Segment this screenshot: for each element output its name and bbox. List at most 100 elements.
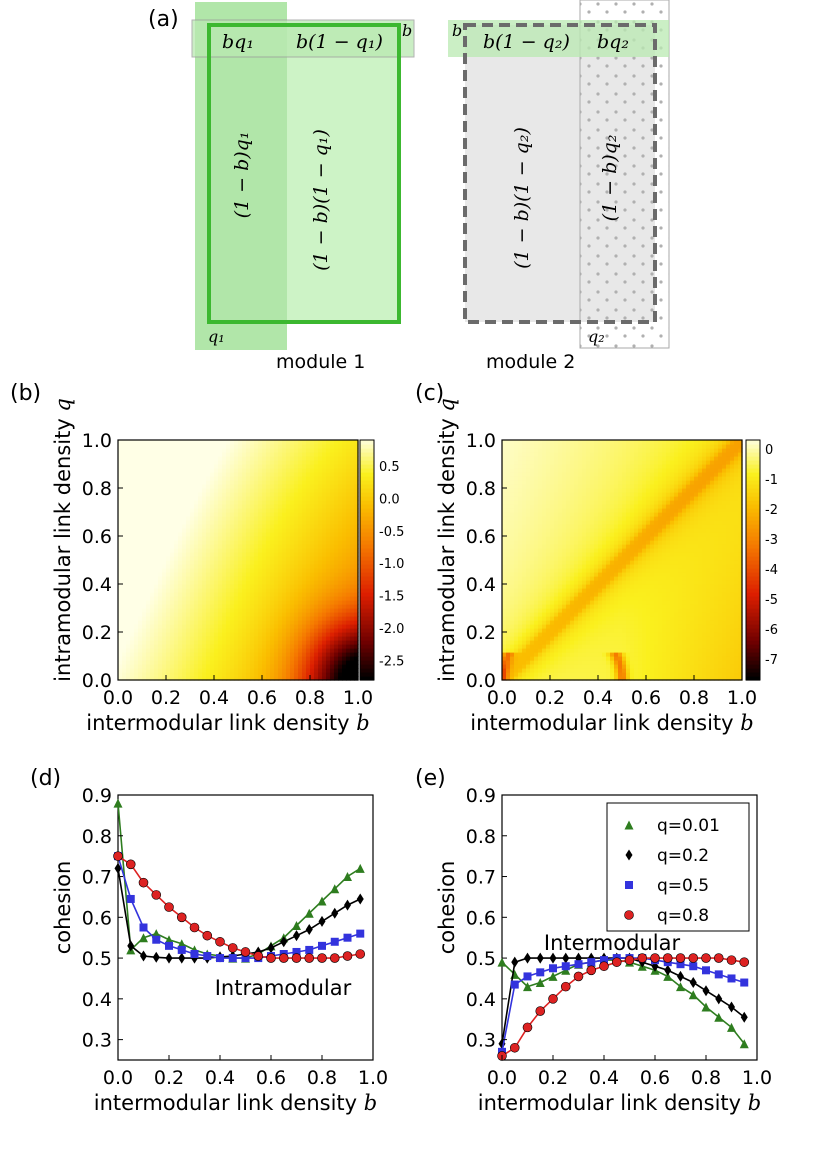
heatmap-cell xyxy=(518,440,523,445)
heatmap-cell xyxy=(122,452,127,457)
heatmap-cell xyxy=(118,496,123,501)
heatmap-cell xyxy=(294,576,299,581)
heatmap-cell xyxy=(558,452,563,457)
heatmap-cell xyxy=(514,632,519,637)
heatmap-cell xyxy=(586,668,591,673)
heatmap-cell xyxy=(550,456,555,461)
heatmap-cell xyxy=(322,584,327,589)
heatmap-cell xyxy=(186,512,191,517)
heatmap-cell xyxy=(250,520,255,525)
heatmap-cell xyxy=(246,472,251,477)
heatmap-cell xyxy=(142,584,147,589)
heatmap-cell xyxy=(330,620,335,625)
heatmap-cell xyxy=(274,544,279,549)
heatmap-cell xyxy=(134,676,139,681)
heatmap-cell xyxy=(262,476,267,481)
heatmap-cell xyxy=(534,592,539,597)
heatmap-cell xyxy=(154,496,159,501)
heatmap-cell xyxy=(546,628,551,633)
heatmap-cell xyxy=(294,660,299,665)
heatmap-cell xyxy=(350,672,355,677)
heatmap-cell xyxy=(122,536,127,541)
heatmap-cell xyxy=(574,452,579,457)
heatmap-cell xyxy=(158,556,163,561)
heatmap-cell xyxy=(206,484,211,489)
heatmap-cell xyxy=(254,468,259,473)
heatmap-cell xyxy=(206,584,211,589)
heatmap-cell xyxy=(222,520,227,525)
heatmap-cell xyxy=(190,456,195,461)
heatmap-cell xyxy=(262,656,267,661)
heatmap-cell xyxy=(246,652,251,657)
heatmap-cell xyxy=(130,616,135,621)
heatmap-cell xyxy=(526,660,531,665)
heatmap-cell xyxy=(174,500,179,505)
heatmap-cell xyxy=(190,668,195,673)
heatmap-cell xyxy=(518,628,523,633)
heatmap-cell xyxy=(294,448,299,453)
heatmap-cell xyxy=(194,668,199,673)
heatmap-cell xyxy=(542,508,547,513)
heatmap-cell xyxy=(278,676,283,681)
heatmap-cell xyxy=(518,496,523,501)
heatmap-cell xyxy=(562,640,567,645)
heatmap-cell xyxy=(234,620,239,625)
heatmap-cell xyxy=(562,584,567,589)
heatmap-cell xyxy=(334,460,339,465)
heatmap-cell xyxy=(210,540,215,545)
heatmap-cell xyxy=(342,504,347,509)
heatmap-cell xyxy=(546,616,551,621)
heatmap-cell xyxy=(178,596,183,601)
heatmap-cell xyxy=(546,488,551,493)
heatmap-cell xyxy=(286,608,291,613)
heatmap-cell xyxy=(230,480,235,485)
heatmap-cell xyxy=(326,588,331,593)
heatmap-cell xyxy=(518,676,523,681)
heatmap-cell xyxy=(138,512,143,517)
heatmap-cell xyxy=(198,560,203,565)
heatmap-cell xyxy=(126,508,131,513)
heatmap-cell xyxy=(262,440,267,445)
heatmap-cell xyxy=(582,500,587,505)
heatmap-cell xyxy=(566,592,571,597)
heatmap-cell xyxy=(278,576,283,581)
heatmap-cell xyxy=(538,608,543,613)
heatmap-cell xyxy=(354,628,359,633)
heatmap-cell xyxy=(170,560,175,565)
heatmap-cell xyxy=(558,576,563,581)
heatmap-cell xyxy=(338,652,343,657)
heatmap-cell xyxy=(522,556,527,561)
heatmap-cell xyxy=(186,452,191,457)
heatmap-cell xyxy=(570,536,575,541)
heatmap-cell xyxy=(142,592,147,597)
heatmap-cell xyxy=(298,584,303,589)
heatmap-cell xyxy=(186,520,191,525)
heatmap-cell xyxy=(518,652,523,657)
heatmap-cell xyxy=(514,472,519,477)
heatmap-cell xyxy=(274,548,279,553)
heatmap-cell xyxy=(330,480,335,485)
heatmap-cell xyxy=(182,488,187,493)
heatmap-cell xyxy=(354,512,359,517)
heatmap-cell xyxy=(310,548,315,553)
heatmap-cell xyxy=(126,616,131,621)
heatmap-cell xyxy=(166,484,171,489)
heatmap-cell xyxy=(554,480,559,485)
heatmap-cell xyxy=(250,496,255,501)
heatmap-cell xyxy=(526,676,531,681)
heatmap-cell xyxy=(310,468,315,473)
heatmap-cell xyxy=(222,664,227,669)
heatmap-cell xyxy=(230,476,235,481)
heatmap-cell xyxy=(194,532,199,537)
heatmap-cell xyxy=(266,536,271,541)
heatmap-cell xyxy=(338,440,343,445)
heatmap-cell xyxy=(234,520,239,525)
heatmap-cell xyxy=(294,596,299,601)
heatmap-cell xyxy=(118,468,123,473)
heatmap-cell xyxy=(274,676,279,681)
heatmap-cell xyxy=(574,472,579,477)
heatmap-cell xyxy=(510,472,515,477)
heatmap-cell xyxy=(202,616,207,621)
heatmap-cell xyxy=(278,568,283,573)
heatmap-cell xyxy=(254,676,259,681)
